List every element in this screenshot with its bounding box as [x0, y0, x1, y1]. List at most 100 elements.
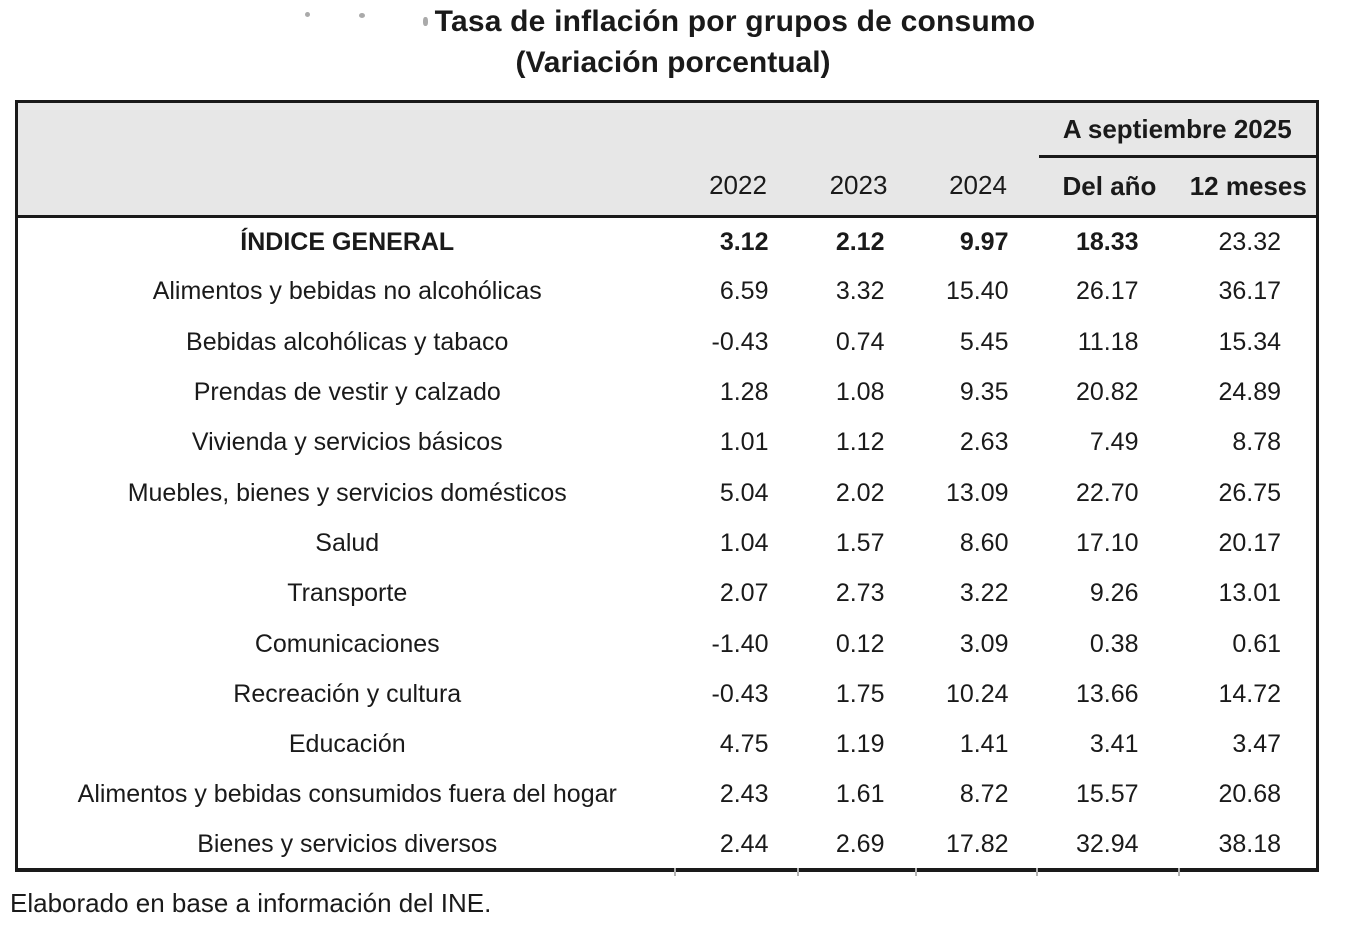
value-del-ano: 26.17 [1075, 277, 1139, 306]
row-label: Salud [315, 528, 380, 557]
row-label: Bienes y servicios diversos [197, 829, 498, 858]
row-label: Prendas de vestir y calzado [193, 378, 501, 407]
value-2023: 1.12 [835, 428, 885, 457]
page-subtitle: (Variación porcentual) [515, 46, 831, 79]
source-note: Elaborado en base a información del INE. [10, 888, 492, 918]
gridline-tick [797, 868, 799, 876]
value-del-ano: 11.18 [1077, 327, 1139, 356]
row-label: Bebidas alcohólicas y tabaco [186, 327, 509, 356]
value-12-meses: 3.47 [1232, 730, 1282, 759]
header-group-row: A septiembre 2025 [17, 101, 1318, 158]
value-del-ano: 9.26 [1089, 579, 1139, 608]
value-12-meses: 36.17 [1218, 277, 1282, 306]
header-col-2024: 2024 [917, 156, 1039, 218]
value-2022: 1.28 [719, 378, 769, 407]
header-col-del-ano: Del año [1038, 156, 1181, 218]
table-row: Prendas de vestir y calzado 1.28 1.08 9.… [17, 367, 1318, 417]
value-del-ano: 3.41 [1089, 730, 1139, 759]
table-row: ÍNDICE GENERAL 3.12 2.12 9.97 18.33 23.3… [17, 217, 1318, 267]
value-2023: 2.02 [835, 478, 885, 507]
value-2022: 1.01 [719, 428, 769, 457]
gridline-tick [1036, 868, 1038, 876]
value-2024: 8.72 [959, 780, 1009, 809]
value-12-meses: 23.32 [1218, 227, 1282, 256]
table-row: Transporte 2.07 2.73 3.22 9.26 13.01 [17, 569, 1318, 619]
header-empty-cell [17, 102, 1039, 157]
value-2024: 15.40 [945, 277, 1009, 306]
row-label: Recreación y cultura [233, 679, 462, 708]
value-2023: 2.69 [835, 829, 885, 858]
gridline-tick [915, 868, 917, 876]
value-12-meses: 24.89 [1218, 378, 1282, 407]
table-row: Alimentos y bebidas no alcohólicas 6.59 … [17, 267, 1318, 317]
table-row: Muebles, bienes y servicios domésticos 5… [17, 468, 1318, 518]
value-2024: 1.41 [959, 730, 1009, 759]
table-row: Bebidas alcohólicas y tabaco -0.43 0.74 … [17, 317, 1318, 367]
smudge-artifact-dot [359, 13, 365, 18]
value-2022: 2.07 [719, 579, 769, 608]
value-2023: 1.61 [835, 780, 885, 809]
value-2024: 9.97 [959, 227, 1009, 256]
value-12-meses: 14.72 [1218, 679, 1282, 708]
smudge-artifact-dot [305, 12, 310, 17]
header-columns-row: 2022 2023 2024 Del año 12 meses [16, 156, 1318, 218]
row-label: Transporte [287, 579, 408, 608]
value-12-meses: 26.75 [1218, 478, 1282, 507]
value-2023: 0.12 [835, 629, 885, 658]
value-2024: 9.35 [959, 378, 1009, 407]
table-header: A septiembre 2025 2022 2023 2024 Del año… [16, 101, 1318, 218]
table-row: Salud 1.04 1.57 8.60 17.10 20.17 [17, 518, 1318, 568]
value-del-ano: 22.70 [1075, 478, 1139, 507]
row-label: Vivienda y servicios básicos [191, 428, 503, 457]
value-12-meses: 20.17 [1218, 528, 1282, 557]
header-col-2022: 2022 [676, 156, 800, 218]
value-del-ano: 13.66 [1075, 679, 1139, 708]
value-12-meses: 38.18 [1218, 829, 1282, 858]
value-2022: 2.44 [719, 829, 769, 858]
row-label: ÍNDICE GENERAL [240, 227, 455, 256]
page-title: Tasa de inflación por grupos de consumo [434, 5, 1036, 38]
value-2024: 8.60 [959, 528, 1009, 557]
value-2024: 13.09 [945, 478, 1009, 507]
value-2022: 4.75 [719, 730, 769, 759]
value-2024: 17.82 [945, 829, 1009, 858]
row-label: Alimentos y bebidas no alcohólicas [152, 277, 542, 306]
value-2023: 3.32 [835, 277, 885, 306]
value-2024: 2.63 [959, 428, 1009, 457]
value-2023: 2.73 [835, 579, 885, 608]
value-2022: 5.04 [719, 478, 769, 507]
value-2022: -1.40 [711, 629, 769, 658]
value-12-meses: 13.01 [1218, 579, 1282, 608]
value-12-meses: 8.78 [1232, 428, 1282, 457]
value-2022: 1.04 [719, 528, 769, 557]
row-label: Comunicaciones [254, 629, 440, 658]
header-col-2023: 2023 [799, 156, 918, 218]
value-2024: 5.45 [959, 327, 1009, 356]
table-row: Vivienda y servicios básicos 1.01 1.12 2… [17, 418, 1318, 468]
value-del-ano: 15.57 [1075, 780, 1139, 809]
value-del-ano: 17.10 [1075, 528, 1139, 557]
value-2023: 1.75 [835, 679, 885, 708]
table-row: Bienes y servicios diversos 2.44 2.69 17… [17, 820, 1318, 870]
value-2023: 2.12 [835, 227, 885, 256]
value-del-ano: 0.38 [1089, 629, 1139, 658]
value-2022: 6.59 [719, 277, 769, 306]
value-12-meses: 20.68 [1218, 780, 1282, 809]
value-2022: 2.43 [719, 780, 769, 809]
table-row: Comunicaciones -1.40 0.12 3.09 0.38 0.61 [17, 619, 1318, 669]
row-label: Educación [288, 730, 406, 759]
value-2023: 1.19 [835, 730, 885, 759]
gridline-tick [674, 868, 676, 876]
value-del-ano: 32.94 [1075, 829, 1139, 858]
gridline-tick [1178, 868, 1180, 876]
row-label: Muebles, bienes y servicios domésticos [127, 478, 567, 507]
table-row: Educación 4.75 1.19 1.41 3.41 3.47 [17, 719, 1318, 769]
value-2023: 0.74 [835, 327, 885, 356]
row-label: Alimentos y bebidas consumidos fuera del… [77, 780, 617, 809]
table-body: ÍNDICE GENERAL 3.12 2.12 9.97 18.33 23.3… [17, 217, 1318, 871]
table-row: Alimentos y bebidas consumidos fuera del… [17, 770, 1318, 820]
value-2024: 3.22 [959, 579, 1009, 608]
value-12-meses: 0.61 [1232, 629, 1282, 658]
value-2023: 1.08 [835, 378, 885, 407]
